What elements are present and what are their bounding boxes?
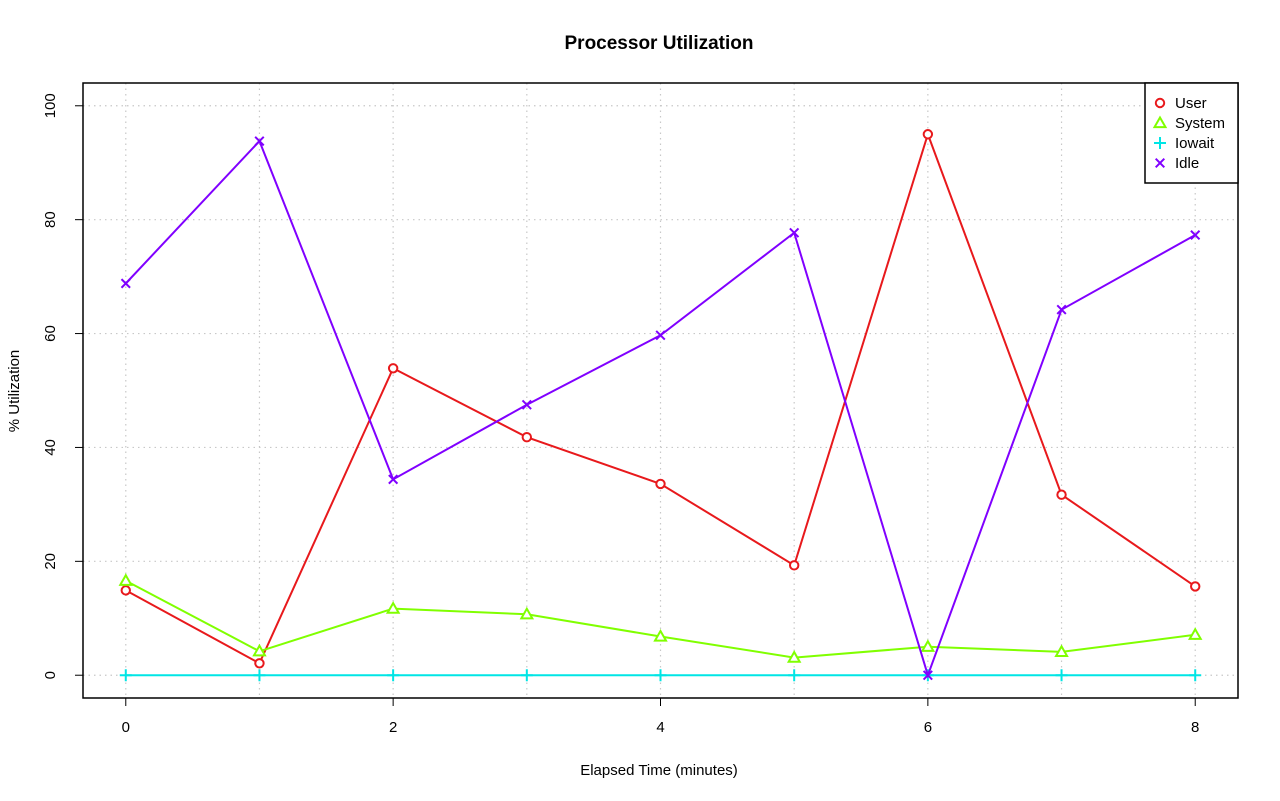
- data-point: [1056, 304, 1067, 315]
- data-point: [788, 560, 800, 571]
- chart-title: Processor Utilization: [565, 33, 754, 54]
- data-point: [1190, 581, 1201, 592]
- legend-item-system: System: [1152, 115, 1225, 132]
- data-point: [653, 628, 668, 642]
- x-tick-label: 6: [924, 719, 932, 736]
- y-axis-label: % Utilization: [6, 350, 23, 433]
- legend-label: Iowait: [1175, 135, 1215, 152]
- data-point: [1055, 669, 1068, 682]
- data-point: [1056, 489, 1067, 500]
- data-point: [118, 573, 134, 586]
- x-tick-label: 8: [1191, 719, 1199, 736]
- data-point: [922, 670, 933, 681]
- y-tick-label: 0: [42, 671, 59, 679]
- data-point: [922, 129, 934, 140]
- x-tick-label: 0: [122, 719, 130, 736]
- x-tick-labels: 0 2 4 6 8: [122, 719, 1200, 736]
- y-tick-label: 20: [42, 553, 59, 570]
- data-point: [1190, 230, 1201, 241]
- series-idle: [120, 136, 1201, 681]
- y-tick-label: 40: [42, 439, 59, 456]
- legend-item-iowait: Iowait: [1154, 135, 1215, 152]
- data-point: [120, 585, 131, 596]
- data-point: [521, 399, 532, 410]
- x-tick-label: 2: [389, 719, 397, 736]
- data-point: [654, 669, 667, 682]
- data-point: [920, 639, 936, 652]
- data-point: [1189, 669, 1202, 682]
- data-point: [254, 136, 265, 147]
- data-point: [655, 330, 666, 341]
- data-point: [1054, 644, 1069, 657]
- series-iowait: [119, 669, 1202, 682]
- data-point: [1154, 97, 1166, 109]
- data-point: [519, 606, 535, 620]
- data-point: [655, 478, 666, 490]
- data-point: [1187, 627, 1203, 640]
- data-point: [253, 669, 266, 682]
- data-point: [521, 431, 533, 443]
- legend-label: Idle: [1175, 155, 1199, 172]
- legend-label: User: [1175, 95, 1207, 112]
- series-lines: [118, 129, 1203, 682]
- data-point: [254, 658, 265, 669]
- data-point: [387, 363, 399, 374]
- legend-item-idle: Idle: [1154, 155, 1199, 172]
- grid-lines: [83, 83, 1238, 698]
- data-point: [120, 278, 131, 289]
- data-point: [385, 601, 401, 614]
- y-tick-labels: 0 20 40 60 80 100: [42, 93, 59, 679]
- legend-label: System: [1175, 115, 1225, 132]
- data-point: [252, 643, 267, 657]
- data-point: [789, 227, 800, 238]
- data-point: [119, 669, 132, 682]
- data-point: [1154, 157, 1166, 169]
- series-system: [118, 573, 1203, 663]
- y-tick-label: 100: [42, 93, 59, 118]
- y-tick-label: 60: [42, 325, 59, 342]
- y-tick-label: 80: [42, 211, 59, 228]
- series-line: [125, 579, 1196, 659]
- data-point: [786, 650, 802, 663]
- x-axis-label: Elapsed Time (minutes): [580, 762, 738, 779]
- data-point: [1154, 137, 1166, 149]
- data-point: [788, 669, 801, 682]
- data-point: [1152, 115, 1168, 129]
- legend: User System Iowait Idle: [1144, 82, 1239, 184]
- series-user: [120, 129, 1201, 669]
- data-point: [388, 474, 399, 485]
- data-point: [520, 669, 533, 682]
- data-point: [387, 669, 400, 682]
- legend-item-user: User: [1154, 95, 1207, 112]
- x-tick-label: 4: [656, 719, 664, 736]
